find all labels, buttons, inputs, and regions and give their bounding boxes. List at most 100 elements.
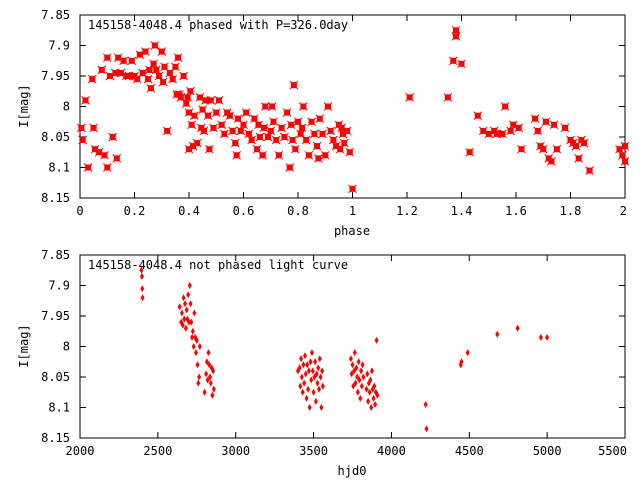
unphased-data-point bbox=[140, 285, 145, 293]
unphased-data-point bbox=[364, 385, 369, 393]
unphased-data-point bbox=[308, 358, 313, 366]
phased-data-point bbox=[203, 111, 213, 121]
unphased-x-axis-label: hjd0 bbox=[338, 464, 367, 478]
phased-data-point bbox=[348, 184, 357, 194]
unphased-data-point bbox=[310, 349, 314, 357]
unphased-data-point bbox=[311, 388, 316, 396]
unphased-data-point bbox=[317, 385, 321, 393]
phased-data-point bbox=[323, 102, 333, 111]
phased-x-tick: 0.2 bbox=[124, 15, 145, 218]
phased-data-point bbox=[465, 147, 475, 157]
unphased-x-tick-label: 2500 bbox=[143, 444, 172, 458]
unphased-y-tick-label: 8.15 bbox=[41, 431, 70, 445]
phased-x-tick-label: 1 bbox=[349, 204, 356, 218]
phased-x-tick-label: 0.4 bbox=[178, 204, 200, 218]
phased-data-point bbox=[260, 102, 270, 111]
unphased-x-tick: 2000 bbox=[66, 255, 94, 458]
phased-data-point bbox=[514, 123, 524, 133]
phased-data-point bbox=[209, 123, 218, 133]
unphased-y-tick: 7.9 bbox=[48, 279, 625, 293]
phased-data-point bbox=[497, 129, 507, 139]
unphased-x-tick: 3500 bbox=[299, 255, 328, 458]
phased-data-point bbox=[533, 126, 543, 136]
phased-points bbox=[76, 25, 630, 194]
unphased-data-point bbox=[360, 361, 365, 369]
phased-y-tick-label: 7.85 bbox=[41, 8, 70, 22]
unphased-data-point bbox=[358, 394, 363, 402]
unphased-y-tick: 8.05 bbox=[41, 370, 625, 384]
phased-data-point bbox=[204, 144, 214, 154]
phased-x-tick: 0.4 bbox=[178, 15, 200, 218]
unphased-data-point bbox=[350, 361, 355, 369]
unphased-data-point bbox=[183, 300, 188, 308]
unphased-data-point bbox=[423, 401, 428, 408]
phased-x-axis-label: phase bbox=[334, 224, 370, 238]
unphased-data-point bbox=[303, 370, 308, 378]
unphased-data-point bbox=[424, 425, 429, 433]
phased-y-tick-label: 8 bbox=[63, 100, 70, 114]
phased-data-point bbox=[541, 117, 551, 127]
unphased-data-point bbox=[320, 382, 325, 390]
phased-data-point bbox=[320, 150, 330, 160]
phased-data-point bbox=[574, 153, 584, 163]
phased-data-point bbox=[249, 114, 259, 124]
phased-data-point bbox=[81, 95, 90, 105]
unphased-data-point bbox=[495, 330, 500, 338]
phased-data-point bbox=[154, 71, 164, 81]
unphased-data-point bbox=[359, 367, 364, 375]
unphased-data-point bbox=[370, 367, 374, 375]
phased-y-tick: 7.9 bbox=[48, 39, 625, 53]
phased-data-point bbox=[517, 144, 526, 154]
unphased-data-point bbox=[318, 373, 323, 381]
phased-data-point bbox=[211, 108, 221, 118]
unphased-data-point bbox=[140, 294, 145, 302]
phased-data-point bbox=[255, 132, 265, 142]
phased-x-tick-label: 1.8 bbox=[560, 204, 582, 218]
unphased-data-point bbox=[316, 364, 321, 372]
unphased-data-point bbox=[306, 385, 311, 393]
unphased-data-point bbox=[194, 349, 198, 357]
phased-x-tick: 1.4 bbox=[451, 15, 472, 218]
phased-data-point bbox=[309, 129, 319, 139]
unphased-data-point bbox=[180, 309, 184, 317]
unphased-data-point bbox=[545, 333, 550, 341]
phased-data-point bbox=[219, 129, 229, 139]
phased-data-point bbox=[239, 120, 248, 130]
phased-data-point bbox=[285, 163, 295, 172]
phased-y-tick-label: 7.9 bbox=[48, 39, 70, 53]
phased-data-point bbox=[83, 163, 93, 172]
phased-data-point bbox=[241, 108, 251, 118]
unphased-y-tick-label: 8.05 bbox=[41, 370, 70, 384]
phased-data-point bbox=[457, 59, 466, 69]
unphased-x-tick: 5000 bbox=[533, 255, 562, 458]
phased-data-point bbox=[206, 95, 216, 105]
phased-data-point bbox=[530, 114, 540, 124]
phased-x-tick-label: 0 bbox=[76, 204, 83, 218]
phased-x-tick: 1.6 bbox=[505, 15, 527, 218]
unphased-data-point bbox=[359, 382, 364, 390]
phased-data-point bbox=[181, 99, 191, 108]
phased-x-ticks: 0 0.2 0.4 0.6 0.8 1 1.2 1.4 1.6 1.8 2 bbox=[76, 15, 627, 218]
phased-data-point bbox=[318, 129, 327, 139]
phased-data-point bbox=[158, 77, 168, 87]
unphased-data-point bbox=[188, 300, 193, 308]
phased-data-point bbox=[448, 56, 458, 66]
phased-data-point bbox=[266, 126, 276, 136]
unphased-data-point bbox=[315, 379, 320, 387]
phased-data-point bbox=[228, 126, 238, 136]
unphased-data-point bbox=[204, 370, 209, 378]
phased-data-point bbox=[102, 163, 112, 172]
unphased-data-point bbox=[309, 376, 314, 384]
unphased-data-point bbox=[365, 370, 370, 378]
unphased-data-point bbox=[515, 324, 520, 332]
phased-y-tick-label: 7.95 bbox=[41, 69, 70, 83]
unphased-x-tick: 2500 bbox=[143, 255, 172, 458]
phased-data-point bbox=[192, 138, 202, 148]
unphased-data-point bbox=[299, 355, 304, 363]
unphased-x-tick-label: 3000 bbox=[221, 444, 250, 458]
unphased-y-tick: 8 bbox=[63, 340, 625, 354]
unphased-y-tick: 8.15 bbox=[41, 431, 625, 445]
unphased-data-point bbox=[210, 391, 215, 399]
phased-data-point bbox=[339, 138, 349, 148]
